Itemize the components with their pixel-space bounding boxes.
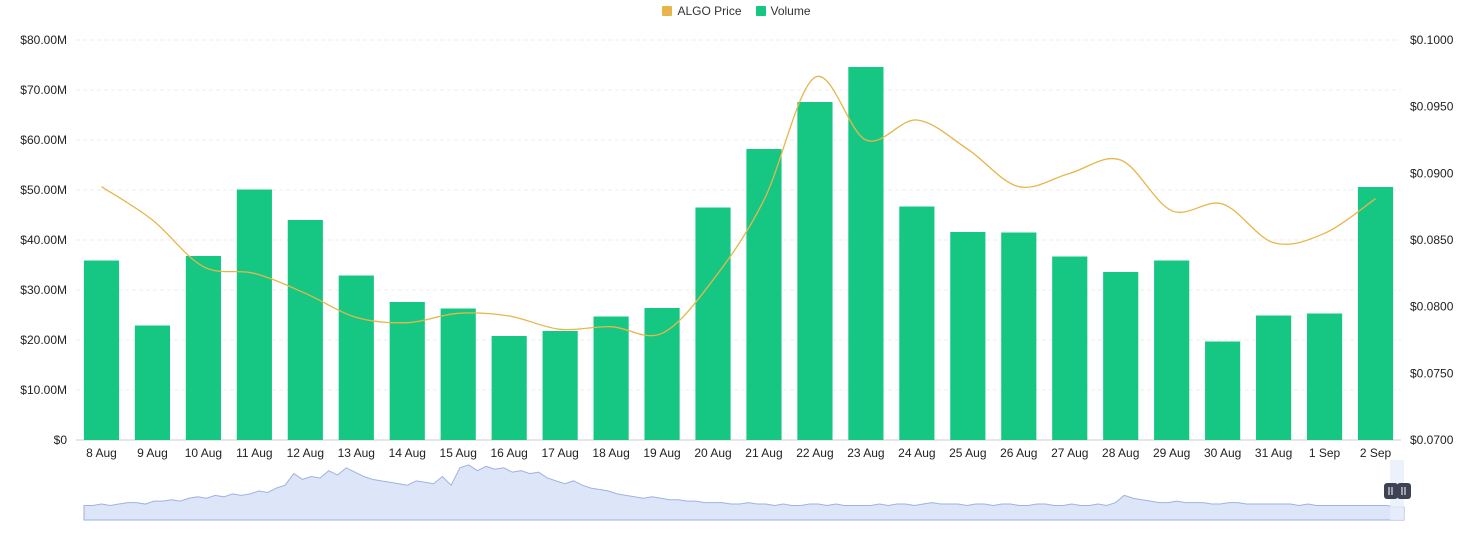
y-left-tick-label-8: $80.00M [20,33,67,47]
volume-bar-8 [491,336,527,440]
y-right-tick-label-3: $0.0850 [1410,233,1454,247]
x-tick-label-20: 28 Aug [1102,446,1139,460]
x-tick-label-1: 9 Aug [137,446,168,460]
volume-bar-13 [746,149,782,440]
x-tick-label-24: 1 Sep [1309,446,1341,460]
x-tick-label-23: 31 Aug [1255,446,1292,460]
navigator-handle-left [1384,483,1398,499]
y-right-tick-label-5: $0.0950 [1410,100,1454,114]
volume-bar-15 [848,67,884,440]
legend: ALGO Price Volume [0,4,1473,18]
legend-swatch-price [662,6,673,16]
volume-bar-20 [1103,272,1139,440]
x-tick-label-13: 21 Aug [745,446,782,460]
x-tick-label-9: 17 Aug [541,446,578,460]
navigator-area [83,464,1405,521]
volume-bar-25 [1357,187,1394,440]
legend-item-price[interactable]: ALGO Price [662,4,742,18]
x-tick-label-2: 10 Aug [185,446,222,460]
x-tick-label-10: 18 Aug [592,446,629,460]
x-tick-label-12: 20 Aug [694,446,731,460]
volume-bar-18 [1001,232,1037,440]
y-right-tick-label-1: $0.0750 [1410,366,1454,380]
y-right-tick-label-0: $0.0700 [1410,433,1454,447]
volume-bar-4 [287,220,323,440]
volume-bar-6 [389,302,425,440]
y-left-tick-label-7: $70.00M [20,83,67,97]
volume-bar-24 [1306,313,1343,440]
y-left-tick-label-0: $0 [54,433,68,447]
x-tick-label-18: 26 Aug [1000,446,1037,460]
x-tick-label-3: 11 Aug [236,446,272,460]
volume-bar-1 [134,325,171,440]
volume-bar-0 [83,260,120,440]
volume-bar-17 [950,232,986,440]
navigator-handle[interactable] [1384,483,1411,499]
y-right-tick-label-6: $0.1000 [1410,33,1454,47]
x-tick-label-19: 27 Aug [1051,446,1088,460]
volume-bar-12 [695,207,731,440]
volume-bar-21 [1154,260,1190,440]
volume-bar-22 [1205,341,1241,440]
x-tick-label-5: 13 Aug [338,446,375,460]
x-tick-label-17: 25 Aug [949,446,986,460]
x-tick-label-6: 14 Aug [389,446,426,460]
x-tick-label-15: 23 Aug [847,446,884,460]
x-tick-label-0: 8 Aug [86,446,117,460]
x-tick-label-21: 29 Aug [1153,446,1190,460]
volume-bar-23 [1256,315,1292,440]
legend-item-volume[interactable]: Volume [755,4,811,18]
volume-bar-10 [593,316,629,440]
volume-bar-7 [440,308,476,440]
y-left-tick-label-5: $50.00M [20,183,67,197]
x-tick-label-4: 12 Aug [287,446,324,460]
x-tick-label-8: 16 Aug [490,446,527,460]
x-tick-label-16: 24 Aug [898,446,935,460]
y-left-tick-label-6: $60.00M [20,133,67,147]
y-left-tick-label-1: $10.00M [20,383,67,397]
volume-bar-9 [542,331,578,440]
volume-bar-5 [338,275,374,440]
x-tick-label-11: 19 Aug [643,446,680,460]
y-right-tick-label-2: $0.0800 [1410,300,1454,314]
volume-bar-3 [236,189,272,440]
volume-bar-2 [185,256,221,440]
x-tick-label-14: 22 Aug [796,446,833,460]
y-right-tick-label-4: $0.0900 [1410,166,1454,180]
x-tick-label-7: 15 Aug [440,446,477,460]
volume-bar-19 [1052,256,1088,440]
price-line [101,75,1376,337]
y-left-tick-label-2: $20.00M [20,333,67,347]
volume-bar-16 [899,206,935,440]
legend-swatch-volume [755,6,766,16]
legend-label-price: ALGO Price [677,4,742,18]
legend-label-volume: Volume [770,4,811,18]
y-left-tick-label-4: $40.00M [20,233,67,247]
volume-bar-11 [644,308,680,440]
x-tick-label-25: 2 Sep [1360,446,1392,460]
y-left-tick-label-3: $30.00M [20,283,67,297]
navigator-handle-right [1397,483,1411,499]
volume-bar-14 [797,102,833,440]
x-tick-label-22: 30 Aug [1204,446,1241,460]
